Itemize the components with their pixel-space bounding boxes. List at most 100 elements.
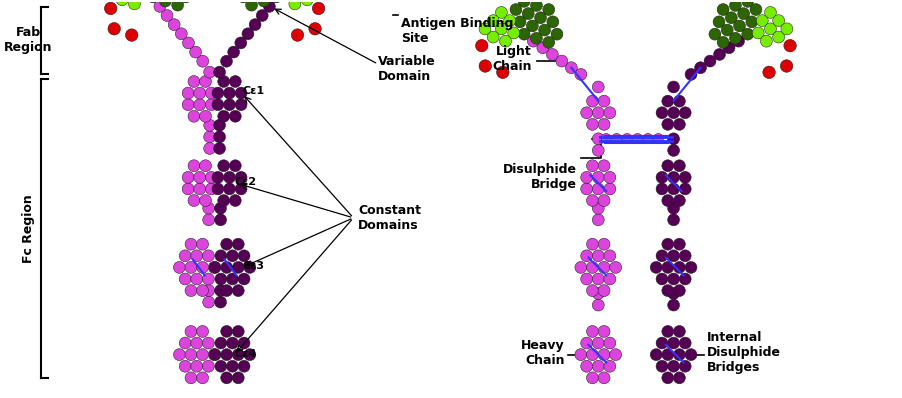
Circle shape [653,133,664,144]
Circle shape [487,31,499,43]
Circle shape [105,2,117,15]
Text: Constant
Domains: Constant Domains [358,204,421,232]
Circle shape [598,326,610,338]
Circle shape [182,99,194,111]
Circle shape [233,372,244,384]
Circle shape [667,133,679,145]
Circle shape [237,0,249,3]
Circle shape [204,66,216,78]
Circle shape [221,238,233,250]
Circle shape [214,119,226,131]
Circle shape [732,35,744,47]
Circle shape [249,19,261,31]
Circle shape [238,273,250,285]
Circle shape [244,349,256,361]
Circle shape [226,360,238,372]
Circle shape [593,107,604,119]
Circle shape [598,119,610,130]
Circle shape [215,285,226,297]
Circle shape [179,273,191,285]
Circle shape [202,337,215,349]
Circle shape [215,337,226,349]
Circle shape [685,261,697,273]
Circle shape [593,250,604,262]
Circle shape [604,273,616,285]
Circle shape [598,372,610,384]
Circle shape [212,99,224,111]
Circle shape [179,250,191,262]
Circle shape [556,55,567,67]
Circle shape [495,6,507,18]
Circle shape [738,8,750,20]
Circle shape [679,172,691,183]
Circle shape [760,35,772,47]
Circle shape [197,55,208,67]
Circle shape [125,29,138,41]
Circle shape [586,261,598,273]
Circle shape [765,23,777,35]
Circle shape [622,133,632,144]
Circle shape [233,326,244,338]
Circle shape [650,261,662,273]
Circle shape [656,337,668,349]
Circle shape [598,349,610,361]
Circle shape [667,273,679,285]
Circle shape [197,349,208,361]
Circle shape [226,273,238,285]
Circle shape [308,23,321,35]
Circle shape [598,261,610,273]
Circle shape [593,214,604,226]
Circle shape [518,28,530,40]
Circle shape [495,23,507,35]
Circle shape [656,183,668,195]
Circle shape [233,261,244,273]
Circle shape [204,142,216,154]
Circle shape [208,349,220,361]
Circle shape [604,172,616,183]
Circle shape [203,214,215,226]
Circle shape [475,39,488,52]
Circle shape [199,76,211,88]
Circle shape [242,28,253,40]
Circle shape [179,360,191,372]
Circle shape [179,0,192,3]
Circle shape [586,349,598,361]
Circle shape [784,39,796,52]
Circle shape [679,107,691,119]
Circle shape [593,81,604,93]
Circle shape [586,238,598,250]
Circle shape [206,172,217,183]
Circle shape [586,95,598,107]
Circle shape [197,238,208,250]
Circle shape [662,238,674,250]
Circle shape [674,372,686,384]
Circle shape [226,337,238,349]
Circle shape [667,337,679,349]
Circle shape [215,360,226,372]
Circle shape [204,119,216,131]
Circle shape [566,62,577,74]
Circle shape [245,0,258,11]
Circle shape [202,250,215,262]
Circle shape [217,76,230,88]
Circle shape [235,172,247,183]
Circle shape [604,250,616,262]
Circle shape [667,299,679,311]
Text: Antigen Binding
Site: Antigen Binding Site [401,17,513,45]
Circle shape [271,0,282,3]
Circle shape [581,360,593,372]
Circle shape [575,68,587,80]
Circle shape [263,0,275,12]
Circle shape [233,285,244,297]
Circle shape [667,214,679,226]
Circle shape [235,99,247,111]
Circle shape [667,183,679,195]
Circle shape [530,32,542,44]
Circle shape [258,0,270,7]
Circle shape [733,20,745,32]
Circle shape [235,87,247,99]
Circle shape [522,8,534,20]
Circle shape [586,160,598,172]
Circle shape [212,183,224,195]
Circle shape [730,0,741,12]
